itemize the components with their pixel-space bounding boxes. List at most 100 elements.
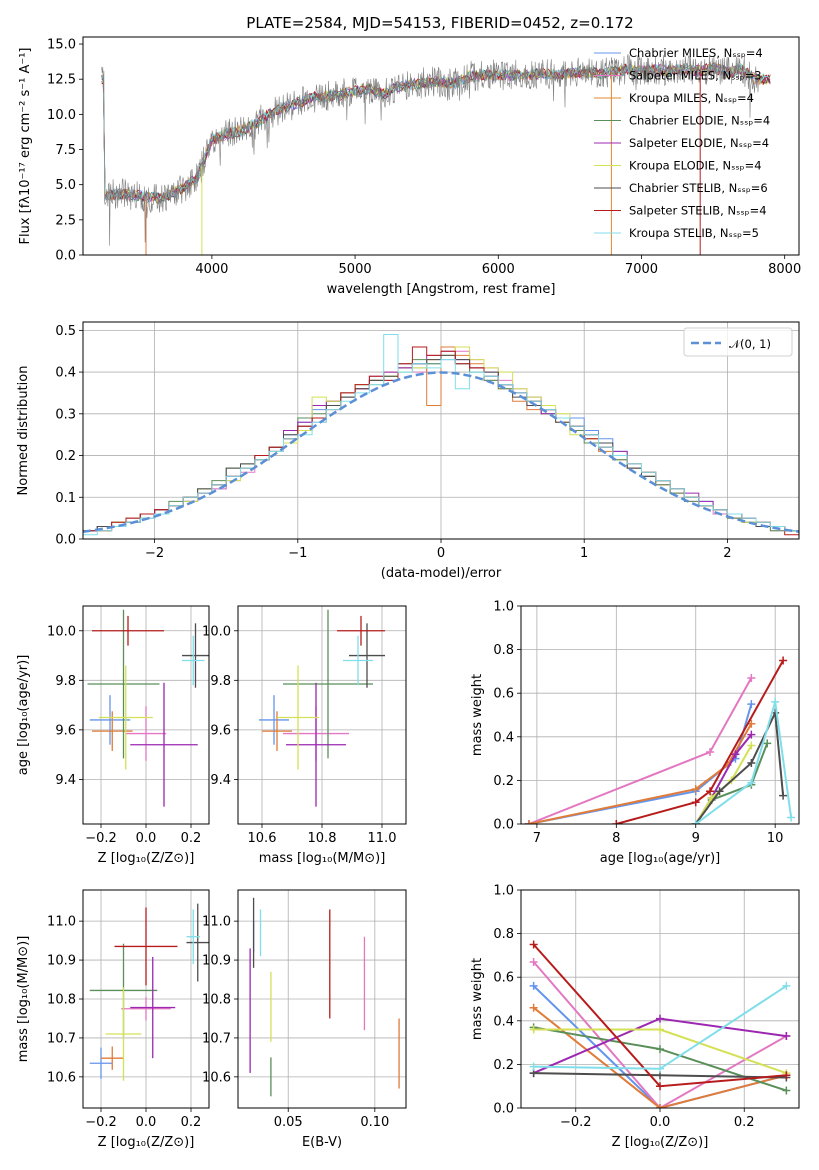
y-tick-label: 5.0 [55,178,76,193]
panel-spectrum: 4000 5000 6000 7000 8000 0.0 2.5 5.0 7.5 10.0 12.5… [18,36,801,297]
weight-marker [747,778,756,787]
weight-marker [763,739,772,748]
weight-marker [529,1025,538,1034]
legend-label: Chabrier STELIB, Nₛₛₚ=6 [629,181,768,195]
x-axis-label: E(B-V) [302,1135,342,1150]
data-point [121,997,171,1021]
weight-marker [529,957,538,966]
weight-marker [656,1064,664,1073]
x-axis-label: mass [log₁₀(M/M⊙)] [259,851,386,866]
weight-marker [529,981,538,990]
x-tick-label: 0.10 [360,1115,389,1130]
y-tick-label: 10.6 [47,1070,76,1085]
axes-frame [520,605,800,825]
x-axis-label: Z [log₁₀(Z/Z⊙)] [98,1135,195,1150]
weight-series-line [616,660,784,824]
weight-marker [656,1104,664,1108]
panel-weight-vs-age: 7 8 9 10 0.0 0.2 0.4 0.6 0.8 1.0 age [log₁₀(age/yr… [470,600,800,866]
x-tick-label: −2 [145,546,164,561]
x-tick-label: −0.2 [560,1115,592,1130]
x-tick-label: 10 [767,831,784,846]
data-point [182,623,209,688]
y-tick-label: 0.6 [493,687,514,702]
weight-marker [782,981,791,990]
data-point [337,615,385,646]
weight-marker [656,1014,664,1023]
y-tick-label: 0.5 [55,324,76,339]
data-point [101,1046,124,1070]
weight-series-line [532,1006,787,1108]
x-tick-label: 7 [533,831,541,846]
x-axis-label: wavelength [Angstrom, rest frame] [327,282,556,297]
weight-marker [771,697,780,706]
plot-area [83,322,799,539]
weight-marker [524,820,533,824]
y-tick-label: 0.8 [493,927,514,942]
x-axis-label: Z [log₁₀(Z/Z⊙)] [98,851,195,866]
x-tick-label: 0.0 [650,1115,671,1130]
x-tick-label: 0.2 [181,1115,202,1130]
data-point [87,609,160,759]
axes-frame [82,36,800,256]
x-tick-label: 0.0 [136,1115,157,1130]
panel-residuals: −2 −1 0 1 2 0.0 0.1 0.2 0.3 0.4 0.5 (data-model)/er… [16,321,800,581]
x-tick-label: 2 [723,546,731,561]
axes-frame [82,605,210,825]
axes-frame [82,889,210,1109]
y-tick-label: 2.5 [55,213,76,228]
legend-label: Kroupa STELIB, Nₛₛₚ=5 [629,226,759,240]
x-tick-label: 0.0 [136,831,157,846]
y-axis-label: age [log₁₀(age/yr)] [16,655,31,776]
data-point [89,695,131,745]
weight-marker [706,748,715,757]
x-axis-label: age [log₁₀(age/yr)] [600,851,721,866]
weight-marker [747,758,756,767]
data-point [89,1047,113,1079]
panel-mass-vs-Z: −0.2 0.0 0.2 10.6 10.7 10.8 10.9 11.0 Z [log₁₀(Z… [16,889,210,1150]
weight-marker [612,820,621,824]
legend-label: Salpeter MILES, Nₛₛₚ=3 [629,69,762,83]
data-point [182,635,205,686]
plot-area [521,890,799,1108]
y-tick-label: 0.4 [493,1014,514,1029]
x-tick-label: 5000 [339,262,372,277]
y-axis-label: mass [log₁₀(M/M⊙)] [16,936,31,1063]
panel-age-vs-Z: −0.2 0.0 0.2 9.4 9.6 9.8 10.0 Z [log₁₀(Z/Z⊙)] ag… [16,605,210,866]
x-tick-label: 0.2 [181,831,202,846]
x-tick-label: 6000 [482,262,515,277]
x-tick-label: 8000 [768,262,801,277]
data-point [130,956,176,1059]
weight-series-line [532,961,787,1108]
weight-marker [529,1003,538,1012]
weight-marker [656,1025,664,1034]
data-point [92,615,164,646]
x-tick-label: −0.2 [85,1115,117,1130]
legend-label: 𝒩(0, 1) [729,337,771,351]
data-point [114,907,178,986]
y-tick-label: 9.4 [55,773,76,788]
weight-marker [656,1045,664,1054]
data-point [259,695,289,745]
y-tick-label: 0.1 [55,491,76,506]
panel-age-vs-mass: 10.6 10.8 11.0 9.4 9.6 9.8 10.0 mass [log₁₀(M/M… [202,605,407,866]
y-tick-label: 0.0 [493,1102,514,1117]
x-axis-label: Z [log₁₀(Z/Z⊙)] [612,1135,709,1150]
x-tick-label: 1 [580,546,588,561]
x-tick-label: 10.6 [248,831,277,846]
weight-marker [747,673,756,682]
y-tick-label: 10.9 [202,954,231,969]
x-tick-label: 10.8 [308,831,337,846]
y-tick-label: 1.0 [493,600,514,615]
x-tick-label: 0.2 [734,1115,755,1130]
weight-marker [706,787,715,796]
weight-series-line [528,723,753,824]
data-point [125,706,167,761]
weight-series-line [695,701,793,824]
plot-area [101,54,771,255]
data-point [186,903,209,982]
weight-marker [782,1032,791,1041]
x-tick-label: −1 [288,546,307,561]
panel-weight-vs-Z: −0.2 0.0 0.2 0.0 0.2 0.4 0.6 0.8 1.0 Z [log₁₀(Z/Z… [470,884,800,1150]
weight-series-line [528,703,753,824]
y-axis-label: Normed distribution [16,366,31,496]
